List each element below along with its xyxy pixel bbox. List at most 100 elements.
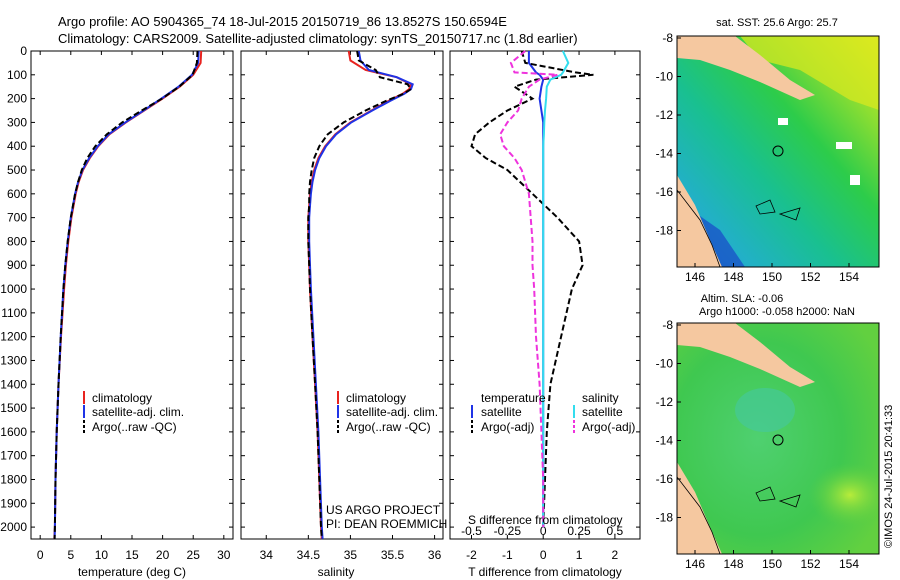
sst-map-frame	[676, 35, 880, 268]
difference-legend: temperature salinity satellite satellite…	[468, 391, 635, 527]
x-tick-label: 5	[67, 548, 74, 562]
map-x-tick-label: 154	[839, 557, 859, 571]
sla-land-australia	[677, 462, 722, 554]
map-x-tick-label: 146	[685, 557, 705, 571]
x-tick-label: 35	[344, 548, 358, 562]
legend-label-t-satellite: satellite	[481, 405, 522, 419]
y-tick-label: 600	[7, 187, 27, 201]
sla-float-position	[772, 434, 784, 446]
map-x-tick-label: 152	[800, 270, 820, 284]
map-x-tick-label: 148	[723, 557, 743, 571]
t-difference-axis-label: T difference from climatology	[468, 565, 622, 579]
x-tick-label: 35.5	[381, 548, 405, 562]
y-tick-label: 400	[7, 139, 27, 153]
sla-land-png	[677, 323, 815, 387]
sst-land-png	[677, 36, 815, 100]
x-tick-label: 30	[217, 548, 231, 562]
pi-annotation: PI: DEAN ROEMMICH	[326, 517, 447, 531]
sla-ticks: 146 148 150 152 154 -8 -10 -12 -14 -16 -18	[656, 318, 860, 571]
difference-panel	[449, 50, 641, 540]
legend-label-s-satellite: satellite	[582, 405, 623, 419]
map-y-tick-label: -18	[656, 224, 674, 238]
map-x-tick-label: 152	[800, 557, 820, 571]
y-tick-label: 1200	[0, 330, 27, 344]
sla-cool-anomaly	[735, 388, 795, 432]
s-tick-label: -0.5	[461, 524, 482, 538]
y-tick-label: 300	[7, 115, 27, 129]
x-tick-label: 2	[612, 548, 619, 562]
y-tick-label: 1400	[0, 377, 27, 391]
s-tick-label: 0	[540, 524, 547, 538]
sst-reef-outline	[755, 199, 801, 221]
y-tick-label: 900	[7, 258, 27, 272]
y-tick-label: 200	[7, 92, 27, 106]
x-tick-label: 10	[95, 548, 109, 562]
sla-reef-outline	[755, 486, 801, 508]
x-tick-label: 0	[540, 548, 547, 562]
diff-line-temperature-satellite	[527, 51, 545, 528]
s-tick-label: 0.5	[607, 524, 624, 538]
diff-line-salinity-satellite	[542, 50, 570, 528]
map-y-tick-label: -10	[656, 357, 674, 371]
sla-coast	[677, 476, 721, 554]
sst-warm-patch	[740, 36, 879, 110]
x-tick-label: -2	[466, 548, 477, 562]
sla-map: Altim. SLA: -0.06 Argo h1000: -0.058 h20…	[656, 293, 880, 571]
series-line-argo-raw-qc-	[307, 50, 413, 540]
legend-label-argo: Argo(..raw -QC)	[92, 420, 177, 434]
legend-label-satellite: satellite-adj. clim.	[346, 405, 438, 419]
map-y-tick-label: -8	[662, 318, 673, 332]
temperature-legend: climatology satellite-adj. clim. Argo(..…	[83, 391, 184, 434]
y-tick-label: 100	[7, 68, 27, 82]
legend-label-argo: Argo(..raw -QC)	[346, 420, 431, 434]
y-tick-label: 1600	[0, 425, 27, 439]
salinity-axis-label: salinity	[318, 565, 355, 579]
sla-warm-anomaly	[808, 463, 879, 527]
map-y-tick-label: -8	[662, 31, 673, 45]
map-y-tick-label: -14	[656, 434, 674, 448]
s-tick-label: -0.25	[494, 524, 522, 538]
legend-label-climatology: climatology	[346, 391, 406, 405]
sst-map-title: sat. SST: 25.6 Argo: 25.7	[716, 17, 838, 29]
axes-layer: 0100200300400500600700800900100011001200…	[0, 44, 640, 562]
sst-map: sat. SST: 25.6 Argo: 25.7 146 148 150 152 15…	[656, 17, 880, 284]
sst-land-australia	[677, 175, 722, 267]
title-line-2: Climatology: CARS2009. Satellite-adjuste…	[58, 31, 578, 46]
legend-heading-temperature: temperature	[481, 391, 546, 405]
project-annotation: US ARGO PROJECT	[326, 503, 441, 517]
y-tick-label: 1100	[1, 306, 27, 320]
x-tick-label: -1	[502, 548, 513, 562]
salinity-panel	[240, 50, 444, 540]
diff-line-salinity-argo-adj-	[499, 50, 558, 528]
x-tick-label: 36	[428, 548, 442, 562]
sst-missing-1	[778, 118, 788, 125]
y-tick-label: 1300	[0, 353, 27, 367]
y-tick-label: 1900	[0, 496, 27, 510]
series-line-argo-raw-qc-	[53, 50, 199, 540]
y-tick-label: 500	[7, 163, 27, 177]
x-tick-label: 25	[187, 548, 201, 562]
sst-coast	[677, 189, 721, 267]
y-tick-label: 1000	[0, 282, 27, 296]
sst-ticks: 146 148 150 152 154 -8 -10 -12 -14 -16 -18	[656, 31, 860, 284]
y-tick-label: 1700	[0, 449, 27, 463]
y-tick-label: 800	[7, 234, 27, 248]
series-line-satellite-adj-clim-	[53, 50, 200, 540]
sst-missing-3	[850, 175, 860, 185]
legend-label-climatology: climatology	[92, 391, 152, 405]
map-y-tick-label: -16	[656, 185, 674, 199]
map-y-tick-label: -12	[656, 108, 674, 122]
temperature-axis-label: temperature (deg C)	[78, 565, 186, 579]
x-tick-label: 15	[125, 548, 139, 562]
x-tick-label: 0	[37, 548, 44, 562]
map-x-tick-label: 146	[685, 270, 705, 284]
series-line-climatology	[307, 50, 413, 540]
sla-title-line-1: Altim. SLA: -0.06	[701, 293, 784, 305]
x-tick-label: 34	[260, 548, 274, 562]
legend-label-t-argo: Argo(-adj)	[481, 420, 534, 434]
map-y-tick-label: -18	[656, 511, 674, 525]
salinity-legend: climatology satellite-adj. clim. Argo(..…	[326, 391, 447, 531]
map-x-tick-label: 150	[762, 557, 782, 571]
y-tick-label: 2000	[0, 520, 27, 534]
sst-float-position	[772, 145, 784, 157]
